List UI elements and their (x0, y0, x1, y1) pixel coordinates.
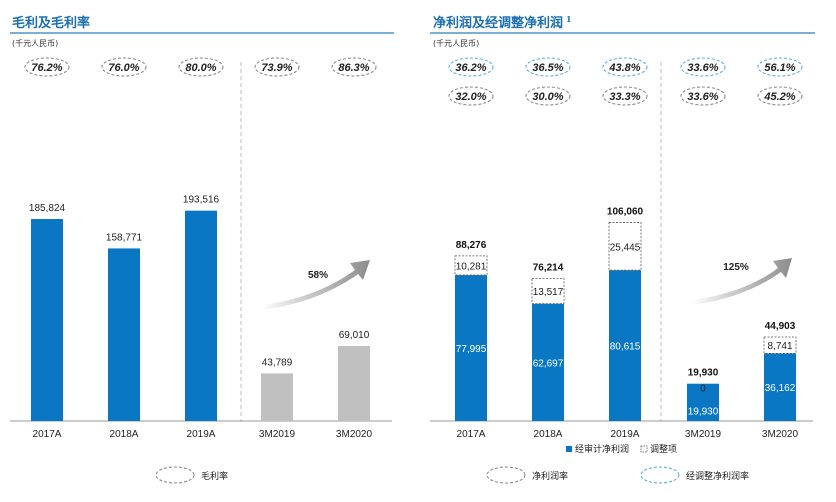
right-category-3: 3M2019 (685, 429, 722, 440)
total-net-profit-value-4: 44,903 (765, 321, 796, 332)
right-chart: 10,281 77,995 88,276 2017A 36.2% 32.0% 13,517 6… (448, 57, 803, 440)
right-category-2: 2019A (611, 429, 640, 440)
audited-net-profit-bar-3 (687, 383, 719, 421)
audited-net-profit-value-1: 62,697 (533, 358, 564, 369)
gross-profit-value-3: 43,789 (262, 357, 293, 368)
right-category-4: 3M2020 (762, 429, 799, 440)
legend-adjust-label: 调整项 (650, 443, 677, 455)
gross-margin-value-3: 73.9% (261, 62, 292, 74)
adjusted-margin-value-3: 33.6% (687, 62, 718, 74)
gross-profit-value-4: 69,010 (339, 330, 370, 341)
adjustment-value-4: 8,741 (767, 341, 792, 352)
left-growth-label: 58% (308, 270, 328, 281)
adjusted-margin-value-0: 36.2% (455, 62, 486, 74)
right-growth-label: 125% (723, 262, 749, 273)
legend-adj-margin-label: 经调整净利润率 (686, 470, 749, 482)
adjusted-margin-value-1: 36.5% (532, 62, 563, 74)
legend-net-margin-label: 净利润率 (532, 470, 568, 482)
adjusted-margin-value-2: 43.8% (608, 62, 640, 74)
adjusted-margin-ellipse-4 (757, 57, 803, 77)
gross-profit-bar-3 (261, 373, 293, 421)
audited-net-profit-value-4: 36,162 (765, 383, 796, 394)
net-margin-value-1: 30.0% (532, 91, 563, 103)
total-net-profit-value-0: 88,276 (456, 240, 487, 251)
adjustment-bar-0 (454, 255, 488, 276)
adjustment-value-1: 13,517 (533, 287, 564, 298)
net-margin-ellipse-1 (525, 86, 571, 106)
audited-net-profit-bar-2 (609, 270, 641, 421)
left-category-0: 2017A (33, 429, 62, 440)
legend-gross-margin-ellipse (155, 466, 195, 484)
left-chart-unit: (千元人民币) (12, 38, 58, 48)
left-growth-arrow (262, 260, 370, 310)
gross-margin-ellipse-2 (178, 57, 224, 77)
left-chart: 185,824 2017A 76.2% 158,771 2018A 76.0% 193,51… (24, 57, 377, 440)
right-chart-title-text: 净利润及经调整净利润 (433, 15, 563, 31)
total-net-profit-value-1: 76,214 (533, 262, 564, 273)
left-category-3: 3M2019 (259, 429, 296, 440)
legend-adj-margin-ellipse (640, 466, 680, 484)
gross-profit-value-0: 185,824 (29, 203, 66, 214)
net-margin-value-0: 32.0% (455, 91, 486, 103)
audited-net-profit-bar-4 (764, 353, 796, 421)
adjustment-bar-1 (531, 278, 565, 305)
left-category-1: 2018A (110, 429, 139, 440)
legend-audited-label: 经审计净利润 (575, 443, 629, 455)
gross-profit-bar-4 (338, 345, 370, 421)
total-net-profit-value-2: 106,060 (607, 207, 644, 218)
adjusted-margin-ellipse-1 (525, 57, 571, 77)
right-growth-arrow (692, 258, 792, 305)
legend-net-margin-ellipse (486, 466, 526, 484)
legend-gross-margin-label: 毛利率 (201, 470, 228, 482)
adjusted-margin-ellipse-3 (680, 57, 726, 77)
right-chart-title-superscript: 1 (566, 14, 572, 24)
adjustment-value-0: 10,281 (456, 261, 487, 272)
legend-audited-swatch (566, 446, 572, 452)
gross-profit-value-1: 158,771 (106, 232, 143, 243)
right-chart-unit: (千元人民币) (433, 38, 479, 48)
gross-profit-value-2: 193,516 (183, 195, 220, 206)
right-category-1: 2018A (534, 429, 563, 440)
net-margin-ellipse-0 (448, 86, 494, 106)
gross-profit-bar-2 (185, 210, 217, 421)
adjustment-bar-2 (608, 222, 642, 271)
audited-net-profit-value-0: 77,995 (456, 344, 487, 355)
net-margin-ellipse-2 (602, 86, 648, 106)
total-net-profit-value-3: 19,930 (688, 368, 719, 379)
adjustment-bar-4 (763, 336, 797, 354)
net-margin-value-3: 33.6% (687, 91, 718, 103)
legend-adjust-swatch (640, 445, 648, 453)
adjusted-margin-ellipse-2 (602, 57, 648, 77)
adjustment-value-3: 0 (700, 384, 706, 395)
gross-margin-ellipse-4 (331, 57, 377, 77)
gross-margin-ellipse-1 (101, 57, 147, 77)
net-margin-ellipse-3 (680, 86, 726, 106)
right-category-0: 2017A (457, 429, 486, 440)
net-margin-value-2: 33.3% (609, 91, 640, 103)
adjusted-margin-ellipse-0 (448, 57, 494, 77)
net-margin-ellipse-4 (757, 86, 803, 106)
gross-margin-value-2: 80.0% (185, 62, 216, 74)
left-category-2: 2019A (187, 429, 216, 440)
gross-margin-value-0: 76.2% (31, 62, 62, 74)
gross-profit-bar-0 (31, 219, 63, 421)
audited-net-profit-value-2: 80,615 (610, 342, 641, 353)
left-chart-title: 毛利及毛利率 (12, 15, 90, 31)
gross-margin-ellipse-0 (24, 57, 70, 77)
gross-margin-value-1: 76.0% (108, 62, 139, 74)
audited-net-profit-bar-0 (455, 275, 487, 421)
left-category-4: 3M2020 (336, 429, 373, 440)
gross-margin-value-4: 86.3% (338, 62, 369, 74)
net-margin-value-4: 45.2% (763, 91, 795, 103)
gross-profit-bar-1 (108, 248, 140, 421)
right-chart-title: 净利润及经调整净利润 1 (433, 14, 572, 31)
audited-net-profit-value-3: 19,930 (688, 406, 719, 417)
gross-margin-ellipse-3 (254, 57, 300, 77)
adjustment-value-2: 25,445 (610, 242, 641, 253)
adjusted-margin-value-4: 56.1% (764, 62, 795, 74)
audited-net-profit-bar-1 (532, 303, 564, 421)
